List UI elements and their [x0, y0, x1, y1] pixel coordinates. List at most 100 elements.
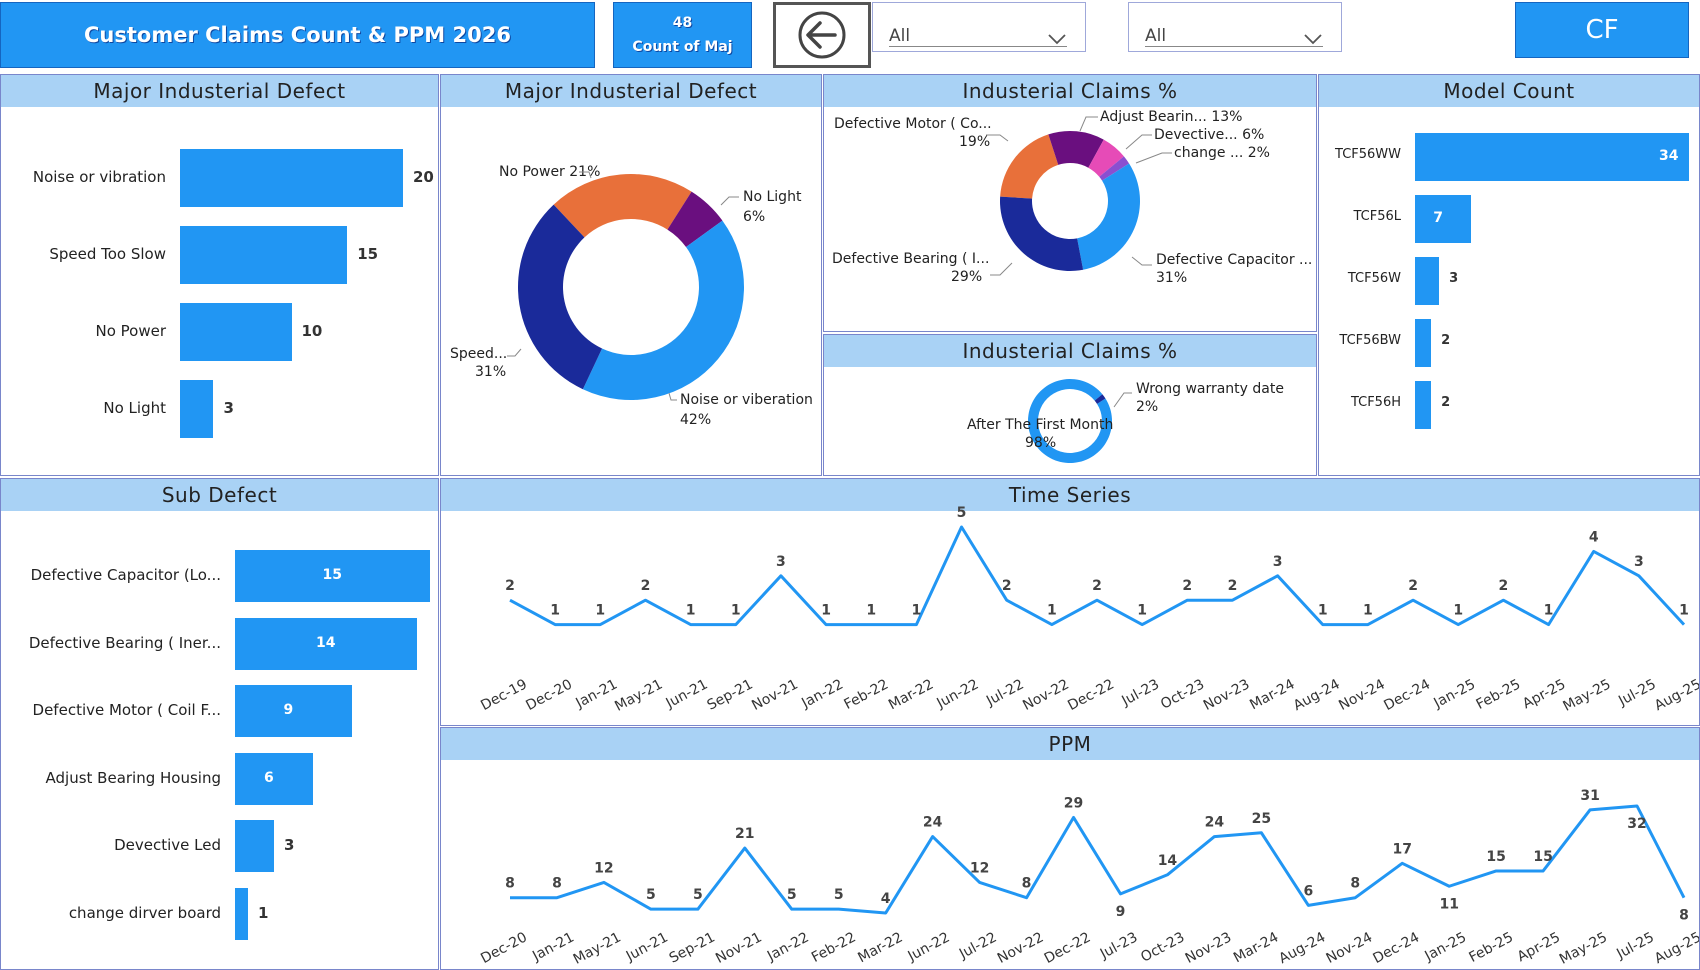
- donut-slice[interactable]: [1077, 163, 1140, 270]
- data-label: 31: [1580, 788, 1599, 804]
- data-point[interactable]: [1493, 868, 1499, 874]
- data-point[interactable]: [1117, 891, 1123, 897]
- data-point[interactable]: [1455, 622, 1461, 628]
- data-point[interactable]: [1540, 868, 1546, 874]
- data-point[interactable]: [789, 906, 795, 912]
- donut-slice[interactable]: [667, 191, 723, 248]
- data-point[interactable]: [913, 622, 919, 628]
- donut-slice[interactable]: [1099, 156, 1130, 181]
- data-point[interactable]: [1305, 902, 1311, 908]
- data-point[interactable]: [695, 906, 701, 912]
- claims-label-devective: Devective... 6%: [1154, 127, 1264, 143]
- data-point[interactable]: [1399, 860, 1405, 866]
- data-point[interactable]: [977, 879, 983, 885]
- panel-title: PPM: [441, 728, 1699, 760]
- donut-slice[interactable]: [1088, 139, 1124, 177]
- donut-slice[interactable]: [1000, 134, 1059, 199]
- panel-title: Time Series: [441, 479, 1699, 511]
- data-point[interactable]: [1071, 814, 1077, 820]
- data-point[interactable]: [1410, 597, 1416, 603]
- back-button[interactable]: [773, 2, 871, 68]
- data-label: 2: [1228, 578, 1238, 594]
- data-point[interactable]: [1587, 807, 1593, 813]
- data-point[interactable]: [1094, 597, 1100, 603]
- data-point[interactable]: [1211, 834, 1217, 840]
- bar-label: Defective Capacitor (Lo...: [30, 566, 221, 584]
- data-point[interactable]: [642, 597, 648, 603]
- data-point[interactable]: [1164, 872, 1170, 878]
- x-tick-label: Mar-24: [1231, 929, 1281, 966]
- data-point[interactable]: [733, 622, 739, 628]
- data-point[interactable]: [597, 622, 603, 628]
- data-point[interactable]: [883, 910, 889, 916]
- data-point[interactable]: [507, 895, 513, 901]
- data-point[interactable]: [1320, 622, 1326, 628]
- data-label: 1: [912, 603, 922, 619]
- data-point[interactable]: [1024, 895, 1030, 901]
- data-point[interactable]: [1258, 830, 1264, 836]
- leader-line: [1113, 392, 1132, 408]
- data-point[interactable]: [1275, 573, 1281, 579]
- data-point[interactable]: [554, 895, 560, 901]
- data-point[interactable]: [552, 622, 558, 628]
- data-point[interactable]: [1184, 597, 1190, 603]
- bar: [235, 820, 274, 872]
- data-point[interactable]: [868, 622, 874, 628]
- data-point[interactable]: [1229, 597, 1235, 603]
- donut-slice[interactable]: [1048, 131, 1104, 168]
- bar-label: TCF56WW: [1335, 147, 1401, 162]
- claims-label-motor-pct: 19%: [959, 134, 990, 150]
- bar-label: No Power: [95, 322, 166, 340]
- data-label: 5: [957, 505, 967, 521]
- panel-title: Major Industerial Defect: [1, 75, 438, 107]
- bar-label: Defective Motor ( Coil F...: [32, 701, 221, 719]
- data-label: 12: [970, 860, 989, 876]
- data-point[interactable]: [959, 524, 965, 530]
- data-point[interactable]: [648, 906, 654, 912]
- cf-button[interactable]: CF: [1515, 2, 1689, 58]
- x-tick-label: Jul-25: [1615, 676, 1659, 709]
- slicer-2[interactable]: All: [1128, 2, 1342, 52]
- slicer-1[interactable]: All: [872, 2, 1086, 52]
- donut-slice[interactable]: [553, 174, 692, 238]
- data-point[interactable]: [688, 622, 694, 628]
- x-tick-label: Oct-23: [1158, 676, 1207, 712]
- data-point[interactable]: [1591, 548, 1597, 554]
- donut-slice[interactable]: [1094, 394, 1106, 404]
- data-point[interactable]: [778, 573, 784, 579]
- data-point[interactable]: [1004, 597, 1010, 603]
- data-point[interactable]: [1139, 622, 1145, 628]
- donut-label-speed-pct: 31%: [475, 364, 506, 380]
- data-point[interactable]: [601, 879, 607, 885]
- data-point[interactable]: [823, 622, 829, 628]
- donut-label-no-light: No Light: [743, 189, 802, 205]
- data-point[interactable]: [1446, 883, 1452, 889]
- data-label: 17: [1392, 841, 1411, 857]
- data-label: 1: [731, 603, 741, 619]
- claims-label-bearing-pct: 29%: [951, 269, 982, 285]
- data-point[interactable]: [507, 597, 513, 603]
- donut-slice[interactable]: [582, 220, 744, 400]
- bar: [1415, 319, 1432, 367]
- data-point[interactable]: [930, 834, 936, 840]
- data-point[interactable]: [742, 845, 748, 851]
- donut-slice[interactable]: [1000, 196, 1084, 271]
- data-point[interactable]: [1546, 622, 1552, 628]
- bar-label: No Light: [103, 399, 166, 417]
- x-tick-label: Mar-22: [855, 929, 905, 966]
- data-point[interactable]: [1365, 622, 1371, 628]
- data-point[interactable]: [1681, 622, 1687, 628]
- leader-line: [990, 262, 1013, 276]
- data-point[interactable]: [1500, 597, 1506, 603]
- data-point[interactable]: [1681, 895, 1687, 901]
- data-point[interactable]: [1636, 573, 1642, 579]
- bar: [235, 550, 430, 602]
- data-point[interactable]: [836, 906, 842, 912]
- data-point[interactable]: [1634, 803, 1640, 809]
- data-point[interactable]: [1352, 895, 1358, 901]
- x-tick-label: Oct-23: [1138, 929, 1187, 965]
- bar: [235, 887, 248, 940]
- x-tick-label: Feb-25: [1466, 929, 1516, 966]
- donut-slice[interactable]: [518, 204, 603, 390]
- data-point[interactable]: [1049, 622, 1055, 628]
